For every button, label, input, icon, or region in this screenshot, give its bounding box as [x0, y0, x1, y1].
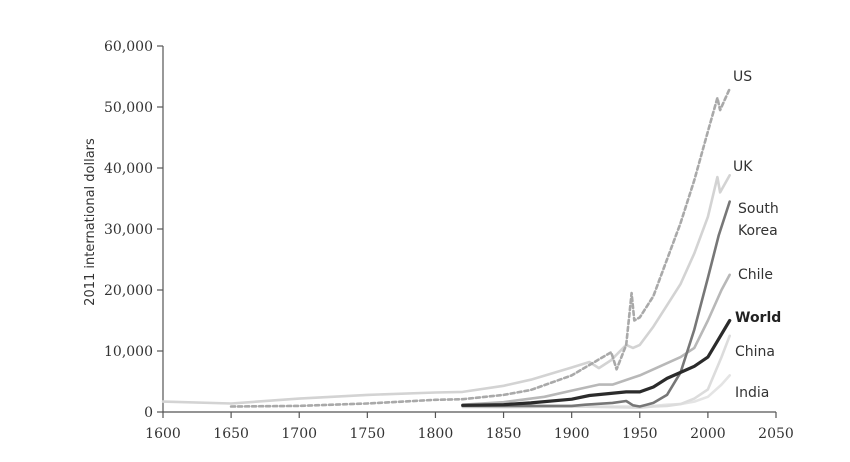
- x-tick-label: 2050: [758, 426, 794, 442]
- series-label-china: China: [735, 344, 775, 360]
- series-label-india: India: [735, 385, 769, 401]
- series-line-south-korea: [461, 200, 732, 408]
- y-tick-label: 0: [144, 405, 153, 421]
- y-axis-title: 2011 international dollars: [83, 138, 98, 306]
- y-tick-label: 10,000: [104, 344, 153, 360]
- axes: 0 10,000 20,000 30,000 40,000 50,000 60,000 160…: [104, 39, 794, 442]
- series-line-world: [461, 318, 732, 407]
- x-tick-label: 1700: [281, 426, 317, 442]
- y-tick-label: 30,000: [104, 222, 153, 238]
- x-tick-label: 1900: [554, 426, 590, 442]
- series-label-us: US: [733, 69, 752, 85]
- x-tick-label: 1850: [486, 426, 522, 442]
- y-tick-label: 20,000: [104, 283, 153, 299]
- series-label-world: World: [735, 310, 781, 326]
- x-tick-label: 1750: [350, 426, 386, 442]
- x-tick-label: 1650: [213, 426, 249, 442]
- series-label-uk: UK: [733, 159, 753, 175]
- x-tick-label: 1800: [418, 426, 454, 442]
- y-tick-label: 60,000: [104, 39, 153, 55]
- series-label-line: Korea: [738, 223, 778, 239]
- y-tick-label: 40,000: [104, 161, 153, 177]
- x-tick-label: 2000: [690, 426, 726, 442]
- series-label-chile: Chile: [738, 267, 773, 283]
- series-line-us: [229, 87, 732, 408]
- series-line-uk: [161, 174, 732, 405]
- series-line-chile: [461, 273, 732, 407]
- series-label-south-korea: South Korea: [738, 201, 779, 239]
- x-tick-label: 1600: [145, 426, 181, 442]
- x-tick-label: 1950: [622, 426, 658, 442]
- series-labels: US UK South Korea Chile World China India: [733, 69, 781, 401]
- series-label-line: South: [738, 201, 779, 217]
- y-tick-label: 50,000: [104, 100, 153, 116]
- series-lines: [161, 87, 732, 410]
